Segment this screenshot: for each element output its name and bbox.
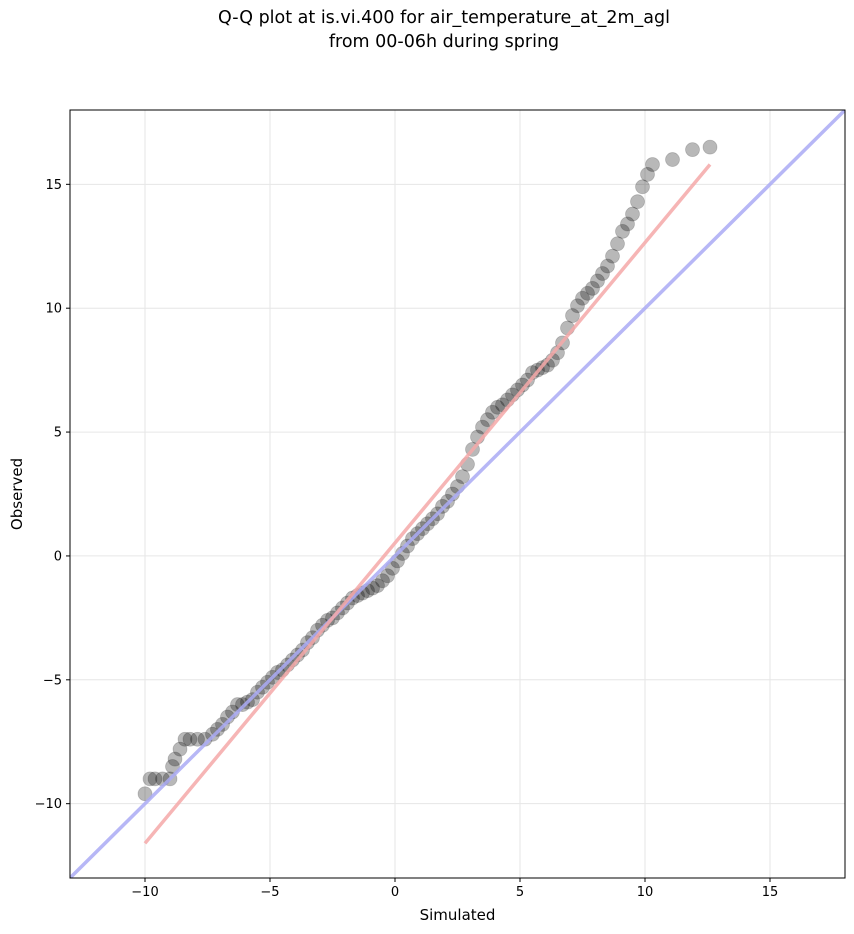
grid [70, 110, 845, 878]
data-point [615, 223, 630, 239]
data-point [190, 731, 205, 747]
data-point [685, 142, 700, 158]
data-point [480, 412, 495, 428]
data-point [625, 206, 640, 222]
y-tick-label: 10 [45, 302, 62, 317]
y-tick-label: −5 [43, 673, 62, 688]
data-point [605, 248, 620, 264]
x-tick-label: 15 [762, 885, 779, 900]
data-point [380, 568, 395, 584]
data-point [630, 194, 645, 210]
axis-ticks: −10 −5 0 5 10 15 −10 −5 0 5 10 15 [35, 178, 779, 900]
data-point [635, 179, 650, 195]
data-point [702, 139, 718, 155]
data-point [375, 573, 390, 589]
x-tick-label: −10 [131, 885, 158, 900]
y-tick-label: 0 [54, 549, 62, 564]
data-point [620, 216, 635, 232]
y-tick-label: 5 [54, 426, 62, 441]
data-point [365, 580, 380, 596]
data-point [610, 236, 625, 252]
data-point [172, 741, 188, 757]
data-point [580, 285, 595, 301]
data-point [182, 731, 198, 747]
data-point [142, 771, 158, 787]
data-point [570, 298, 585, 314]
data-point [640, 167, 655, 182]
data-point [167, 751, 183, 767]
data-point [575, 290, 590, 306]
data-point [520, 372, 535, 388]
data-point [595, 266, 610, 281]
chart-title: Q-Q plot at is.vi.400 for air_temperatur… [218, 8, 670, 28]
x-tick-label: 10 [637, 885, 654, 900]
data-point [565, 308, 580, 324]
data-point [490, 399, 505, 415]
plot-area-frame [69, 109, 846, 879]
y-tick-label: −10 [35, 797, 62, 812]
data-point [590, 273, 605, 289]
data-point [370, 578, 385, 594]
identity-line [70, 110, 845, 878]
data-point [165, 759, 180, 774]
data-point [177, 731, 193, 747]
x-axis-label: Simulated [420, 906, 496, 924]
reference-lines [70, 110, 845, 878]
data-point [600, 258, 615, 274]
data-point [147, 771, 163, 787]
x-tick-label: 5 [516, 885, 524, 900]
data-point [455, 469, 470, 485]
y-axis-label: Observed [8, 458, 26, 530]
chart-subtitle: from 00-06h during spring [328, 32, 560, 52]
data-point [485, 404, 500, 420]
data-point [585, 280, 600, 296]
y-tick-label: 15 [45, 178, 62, 193]
scatter-points [137, 139, 718, 802]
data-point [385, 560, 400, 576]
data-point [665, 152, 680, 167]
data-point [645, 157, 660, 172]
x-tick-label: 0 [391, 885, 399, 900]
data-point [137, 786, 153, 802]
x-tick-label: −5 [260, 885, 279, 900]
fit-line [143, 163, 712, 845]
